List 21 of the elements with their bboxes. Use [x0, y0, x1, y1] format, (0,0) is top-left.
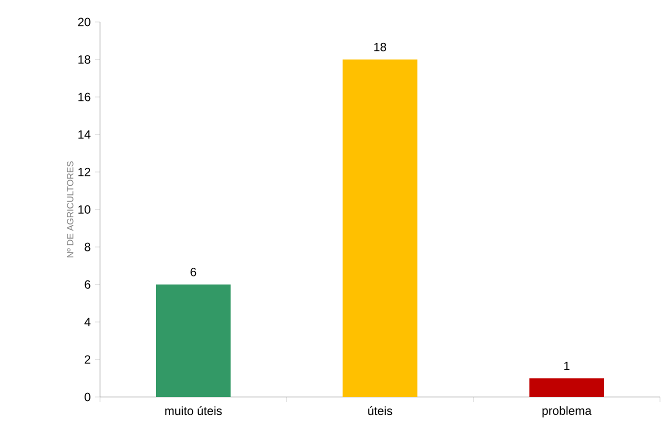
y-tick-label: 12 [78, 168, 90, 176]
y-tick-label: 8 [84, 242, 90, 252]
x-tick-label: problema [542, 406, 592, 418]
bar [156, 284, 231, 397]
y-tick-label: 6 [84, 280, 90, 289]
y-tick-label: 4 [84, 318, 90, 326]
x-tick-label: úteis [368, 406, 392, 416]
y-tick-label: 2 [84, 355, 90, 364]
y-tick-label: 10 [78, 205, 90, 214]
y-tick-label: 20 [78, 18, 90, 26]
bar [529, 378, 604, 397]
y-tick-label: 14 [78, 130, 90, 139]
y-tick-label: 18 [78, 55, 90, 64]
y-axis-title: Nº DE AGRICULTORES [67, 161, 74, 258]
data-label: 1 [564, 362, 570, 370]
x-tick-label: muito úteis [165, 406, 222, 416]
data-label: 18 [374, 42, 386, 52]
data-label: 6 [190, 268, 196, 276]
y-tick-label: 16 [78, 92, 90, 102]
bar [342, 59, 418, 397]
y-tick-label: 0 [84, 392, 90, 402]
